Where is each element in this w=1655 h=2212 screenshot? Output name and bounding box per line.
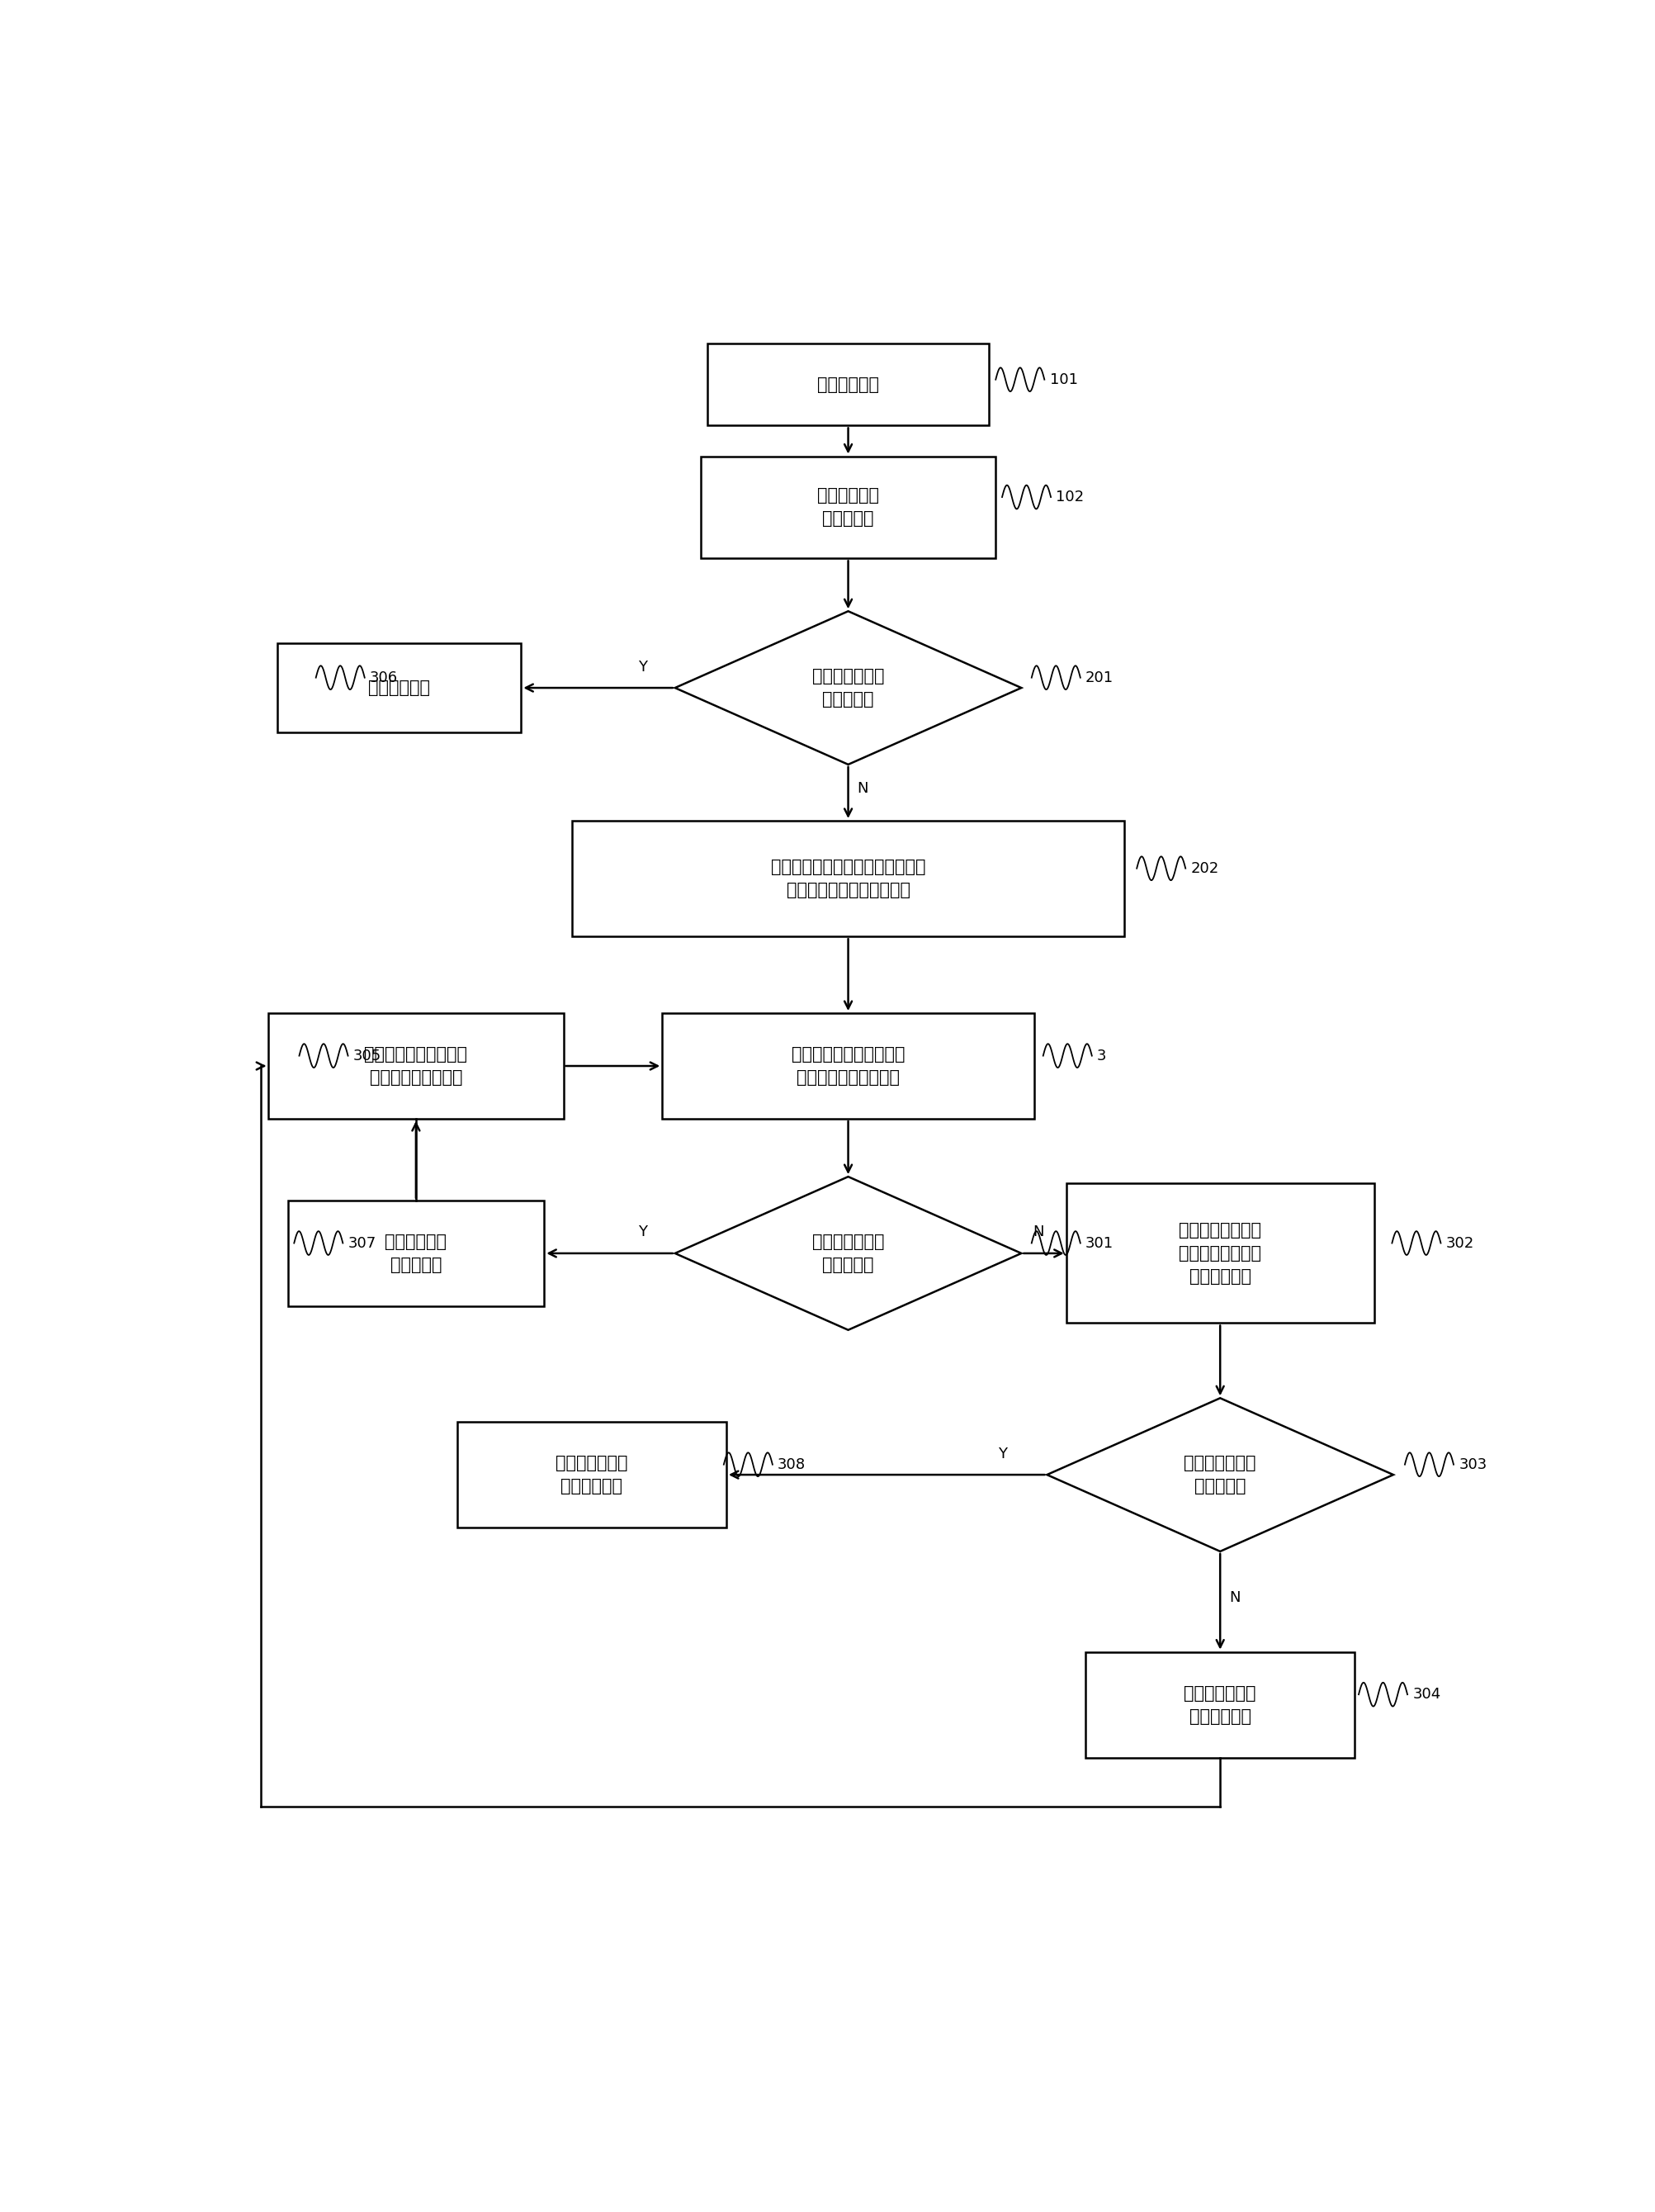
Text: 308: 308 bbox=[778, 1458, 806, 1471]
Text: 是否满足填埋场
总荷载要求: 是否满足填埋场 总荷载要求 bbox=[813, 1234, 884, 1274]
Text: 地质勘察报告: 地质勘察报告 bbox=[818, 376, 879, 394]
Text: 301: 301 bbox=[1086, 1237, 1114, 1250]
Text: Y: Y bbox=[998, 1447, 1006, 1462]
Polygon shape bbox=[675, 1177, 1021, 1329]
Text: 地基无需处理: 地基无需处理 bbox=[369, 679, 430, 697]
Bar bbox=[707, 343, 990, 425]
Text: 深度修正后的
地基承载力: 深度修正后的 地基承载力 bbox=[818, 487, 879, 526]
Text: 307: 307 bbox=[348, 1237, 376, 1250]
Text: N: N bbox=[1230, 1590, 1240, 1604]
Bar bbox=[278, 644, 521, 732]
Text: 306: 306 bbox=[369, 670, 397, 686]
Text: 101: 101 bbox=[1049, 372, 1077, 387]
Text: 305: 305 bbox=[353, 1048, 381, 1064]
Text: 加筋垫层和设置
竖井处理地基: 加筋垫层和设置 竖井处理地基 bbox=[556, 1455, 627, 1495]
Bar bbox=[662, 1013, 1034, 1119]
Text: 依据填埋场实际情况确
定每级加载量和周期: 依据填埋场实际情况确 定每级加载量和周期 bbox=[364, 1046, 467, 1086]
Text: 不设排水竖井，计算每级
加载前地基承载力增长: 不设排水竖井，计算每级 加载前地基承载力增长 bbox=[791, 1046, 905, 1086]
Text: 201: 201 bbox=[1086, 670, 1114, 686]
Text: 304: 304 bbox=[1413, 1688, 1442, 1701]
Bar bbox=[1066, 1183, 1374, 1323]
Bar bbox=[457, 1422, 727, 1528]
Polygon shape bbox=[675, 611, 1021, 765]
Polygon shape bbox=[1048, 1398, 1394, 1551]
Text: 302: 302 bbox=[1446, 1237, 1475, 1250]
Bar bbox=[1086, 1652, 1355, 1759]
Text: 3: 3 bbox=[1097, 1048, 1107, 1064]
Text: 仅采用加筋垫
层处理地基: 仅采用加筋垫 层处理地基 bbox=[386, 1234, 447, 1274]
Text: 202: 202 bbox=[1190, 860, 1220, 876]
Text: Y: Y bbox=[639, 1225, 647, 1239]
Bar bbox=[288, 1201, 544, 1305]
Text: 拟定加筋垫层的层数和强度，并计
算加筋垫层对承载力的贡献: 拟定加筋垫层的层数和强度，并计 算加筋垫层对承载力的贡献 bbox=[771, 858, 925, 898]
Text: 调整填埋场加载
量及加载周期: 调整填埋场加载 量及加载周期 bbox=[1183, 1686, 1256, 1725]
Text: 303: 303 bbox=[1458, 1458, 1486, 1471]
Text: 102: 102 bbox=[1056, 489, 1084, 504]
Bar bbox=[268, 1013, 563, 1119]
Text: Y: Y bbox=[639, 659, 647, 675]
Bar bbox=[700, 456, 996, 557]
Text: 设置排水竖井，计
算每级加载前地基
承载力的增长: 设置排水竖井，计 算每级加载前地基 承载力的增长 bbox=[1178, 1221, 1261, 1285]
Text: 是否满足填埋场
总荷载要求: 是否满足填埋场 总荷载要求 bbox=[813, 668, 884, 708]
Text: 是否满足填埋场
总荷载要求: 是否满足填埋场 总荷载要求 bbox=[1183, 1455, 1256, 1495]
Text: N: N bbox=[1033, 1225, 1044, 1239]
Bar bbox=[573, 821, 1124, 936]
Text: N: N bbox=[857, 781, 869, 796]
